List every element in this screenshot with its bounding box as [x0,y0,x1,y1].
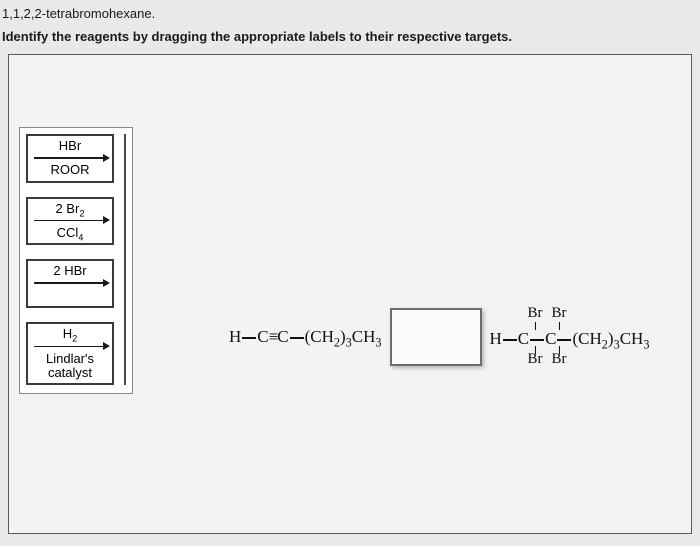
reagent-palette: HBr ROOR 2 Br2 CCl4 2 HBr H2 Lindlar's catalys… [19,127,133,394]
reagent-label-hbr-roor[interactable]: HBr ROOR [26,134,114,183]
instruction-text: Identify the reagents by dragging the ap… [0,29,700,54]
reagent-bottom-text: Lindlar's catalyst [28,352,112,384]
context-line: 1,1,2,2-tetrabromohexane. [0,6,700,29]
reagent-drop-target[interactable] [390,308,482,366]
reagent-top-text: HBr [28,136,112,153]
br-label: Br [528,351,543,368]
br-label: Br [552,305,567,322]
reactant-formula: HC≡C(CH2)3CH3 [229,327,382,347]
br-label: Br [552,351,567,368]
reagent-top-text: 2 Br2 [28,199,112,216]
question-page: 1,1,2,2-tetrabromohexane. Identify the r… [0,0,700,546]
work-area: HBr ROOR 2 Br2 CCl4 2 HBr H2 Lindlar's catalys… [8,54,692,534]
reagent-top-text: H2 [28,324,112,341]
reagent-top-text: 2 HBr [28,261,112,278]
arrow-icon [28,153,112,163]
br-label: Br [528,305,543,322]
product-formula: Br Br HCC(CH2)3CH3 Br Br [490,305,664,369]
reagent-label-2hbr[interactable]: 2 HBr [26,259,114,308]
arrow-icon [28,278,112,288]
reagent-bottom-text: CCl4 [28,226,112,243]
reagent-bottom-text [28,288,112,306]
reagent-label-br2-ccl4[interactable]: 2 Br2 CCl4 [26,197,114,246]
arrow-icon [28,216,112,226]
reaction-scheme: HC≡C(CH2)3CH3 Br Br HCC(CH2)3CH3 Br Br [229,305,664,369]
reagent-bottom-text: ROOR [28,163,112,180]
reagent-label-h2-lindlar[interactable]: H2 Lindlar's catalyst [26,322,114,385]
arrow-icon [28,342,112,352]
